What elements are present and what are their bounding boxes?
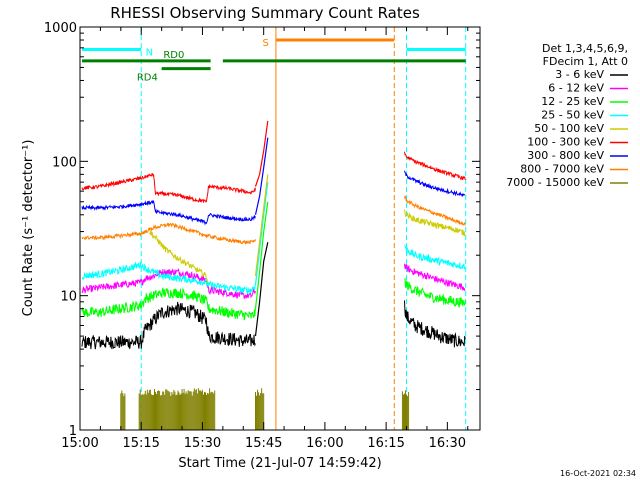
legend-header-line: FDecim 1, Att 0 (543, 55, 628, 68)
legend-entry-label: 25 - 50 keV (541, 109, 604, 122)
x-tick-label: 16:15 (367, 436, 404, 451)
series-line (404, 277, 466, 308)
series-line (404, 170, 466, 198)
legend-entry-label: 12 - 25 keV (541, 95, 604, 108)
series-line (149, 230, 209, 284)
series-line (81, 172, 256, 203)
series-line (81, 261, 256, 295)
series-line (404, 300, 466, 348)
orbit-state-label: S (263, 38, 269, 49)
footer-timestamp: 16-Oct-2021 02:34 (560, 469, 636, 478)
flare-spike-line (254, 137, 269, 215)
legend-entry-label: 100 - 300 keV (527, 136, 604, 149)
x-tick-label: 16:00 (306, 436, 343, 451)
legend-header-line: Det 1,3,4,5,6,9, (542, 42, 628, 55)
series-line (404, 151, 466, 181)
y-tick-label: 100 (52, 155, 77, 170)
series-line (81, 199, 256, 226)
legend-entry-label: 3 - 6 keV (555, 68, 604, 81)
flare-spike-line (254, 120, 269, 187)
x-tick-label: 15:30 (184, 436, 221, 451)
x-axis-label: Start Time (21-Jul-07 14:59:42) (178, 456, 381, 471)
series-line (81, 222, 256, 245)
y-axis-label: Count Rate (s⁻¹ detector⁻¹) (21, 140, 36, 317)
x-tick-label: 15:45 (245, 436, 282, 451)
legend: Det 1,3,4,5,6,9,FDecim 1, Att 03 - 6 keV… (506, 42, 628, 189)
y-tick-label: 1000 (44, 21, 77, 36)
orbit-state-label: RD4 (137, 73, 158, 84)
series-line (81, 268, 256, 299)
flare-spike-line (254, 201, 269, 309)
x-tick-label: 15:15 (122, 436, 159, 451)
x-tick-label: 16:30 (429, 436, 466, 451)
chart-title: RHESSI Observing Summary Count Rates (110, 4, 420, 22)
legend-entry-label: 6 - 12 keV (548, 82, 604, 95)
plot-area: N S RD0 RD4 (81, 27, 467, 430)
series-line (404, 244, 466, 270)
flare-spike-line (254, 174, 269, 277)
y-tick-label: 1 (69, 424, 77, 439)
legend-entry-label: 50 - 100 keV (534, 122, 604, 135)
series-line (404, 263, 466, 292)
orbit-state-label: RD0 (163, 50, 184, 61)
series-line (404, 209, 466, 237)
y-tick-label: 10 (60, 290, 77, 305)
axes: 15:00 15:15 15:30 15:45 16:00 16:15 16:30 1 10 10… (44, 21, 481, 451)
series-line (404, 195, 466, 226)
legend-entry-label: 800 - 7000 keV (520, 163, 604, 176)
plot-frame (79, 26, 481, 431)
flare-spike-line (254, 242, 269, 337)
series-line (81, 301, 256, 350)
flare-spike-line (254, 182, 269, 286)
x-tick-label: 15:00 (61, 436, 98, 451)
legend-entry-label: 7000 - 15000 keV (506, 176, 604, 189)
legend-entry-label: 300 - 800 keV (527, 149, 604, 162)
orbit-state-label: N (146, 47, 153, 58)
series-line (81, 287, 256, 321)
